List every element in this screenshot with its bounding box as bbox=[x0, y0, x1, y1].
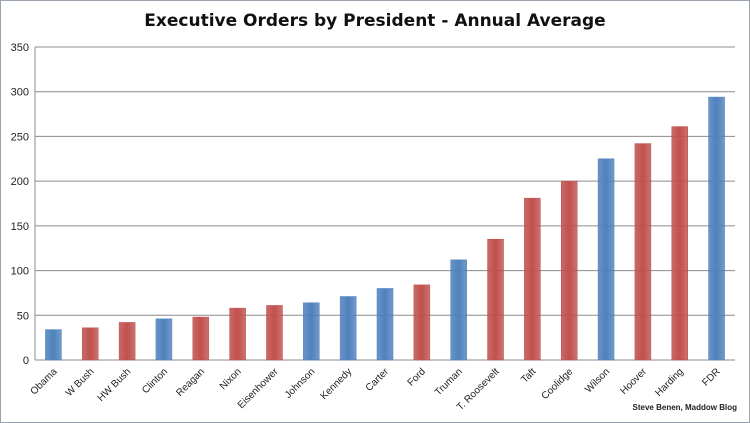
bar bbox=[708, 96, 725, 361]
bar bbox=[45, 329, 62, 361]
y-tick-label: 300 bbox=[11, 87, 29, 99]
bar bbox=[339, 296, 357, 361]
x-tick-label: Obama bbox=[29, 366, 60, 397]
x-tick-label: Nixon bbox=[218, 366, 244, 392]
bar bbox=[155, 318, 173, 361]
y-tick-label: 200 bbox=[11, 176, 29, 188]
y-tick-label: 250 bbox=[11, 131, 29, 143]
x-tick-label: Kennedy bbox=[319, 366, 355, 402]
x-tick-label: Ford bbox=[406, 366, 428, 388]
bar bbox=[118, 322, 136, 361]
x-tick-label: Hoover bbox=[618, 366, 649, 397]
bar bbox=[82, 327, 99, 361]
x-tick-label: Truman bbox=[433, 366, 465, 398]
x-tick-label: Coolidge bbox=[540, 366, 576, 402]
bar bbox=[303, 302, 320, 361]
x-tick-label: Carter bbox=[364, 366, 392, 394]
chart-title: Executive Orders by President - Annual A… bbox=[144, 11, 606, 31]
x-tick-label: Johnson bbox=[283, 366, 318, 401]
source-credit: Steve Benen, Maddow Blog bbox=[632, 403, 737, 412]
bar bbox=[560, 180, 578, 361]
bar bbox=[229, 307, 246, 361]
x-tick-label: Eisenhower bbox=[236, 366, 281, 411]
x-tick-label: Wilson bbox=[583, 366, 612, 395]
y-tick-label: 350 bbox=[11, 42, 29, 54]
bar bbox=[376, 288, 394, 361]
y-tick-label: 100 bbox=[11, 266, 29, 278]
y-tick-label: 0 bbox=[23, 355, 29, 367]
x-tick-label: Taft bbox=[519, 366, 538, 385]
bar bbox=[192, 316, 210, 361]
bar bbox=[671, 126, 688, 361]
x-tick-label: Harding bbox=[653, 366, 686, 399]
bar bbox=[634, 143, 652, 361]
bar bbox=[266, 305, 283, 361]
x-tick-label: Reagan bbox=[174, 366, 207, 399]
y-tick-label: 50 bbox=[17, 310, 29, 322]
bar bbox=[450, 259, 467, 361]
x-tick-label: HW Bush bbox=[96, 366, 134, 404]
x-tick-label: W Bush bbox=[64, 366, 97, 399]
bar bbox=[597, 158, 615, 361]
bar bbox=[487, 239, 504, 361]
bar bbox=[524, 197, 541, 361]
bar bbox=[413, 284, 431, 361]
y-tick-label: 150 bbox=[11, 221, 29, 233]
x-tick-label: Clinton bbox=[140, 366, 170, 396]
x-tick-label: FDR bbox=[700, 366, 722, 388]
